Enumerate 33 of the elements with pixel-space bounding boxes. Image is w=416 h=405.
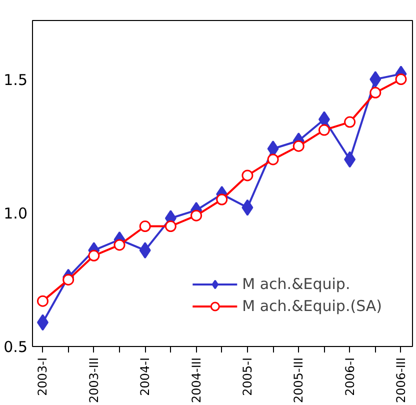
point xyxy=(139,220,151,232)
point xyxy=(395,74,407,86)
point xyxy=(370,86,382,98)
point xyxy=(344,151,356,168)
point xyxy=(88,250,100,262)
point xyxy=(36,314,48,331)
x-tick-label: 2003-III xyxy=(86,357,101,403)
point xyxy=(267,154,279,166)
point xyxy=(242,199,254,216)
point xyxy=(139,242,151,259)
point xyxy=(216,194,228,206)
point xyxy=(370,71,382,88)
point xyxy=(242,170,254,182)
point xyxy=(36,295,48,307)
x-tick-label: 2004-I xyxy=(138,357,152,396)
x-tick-label: 2004-III xyxy=(189,357,204,403)
x-tick-label: 2005-III xyxy=(292,357,306,403)
x-tick-label: 2006-III xyxy=(394,357,408,403)
y-tick-label: 0.5 xyxy=(4,338,28,356)
point xyxy=(114,239,126,251)
point xyxy=(318,124,330,136)
legend-label: M ach.&Equip.(SA) xyxy=(242,297,382,315)
y-tick-label: 1.5 xyxy=(4,70,28,89)
point xyxy=(190,210,202,222)
point xyxy=(164,220,176,232)
point xyxy=(292,140,304,152)
legend-label: M ach.&Equip. xyxy=(242,275,350,293)
x-tick-label: 2005-I xyxy=(240,357,254,396)
point xyxy=(344,116,356,128)
y-tick-label: 1.0 xyxy=(4,204,28,222)
x-tick-label: 2006-I xyxy=(342,357,357,396)
point xyxy=(62,274,74,286)
x-tick-label: 2003-I xyxy=(36,357,50,396)
